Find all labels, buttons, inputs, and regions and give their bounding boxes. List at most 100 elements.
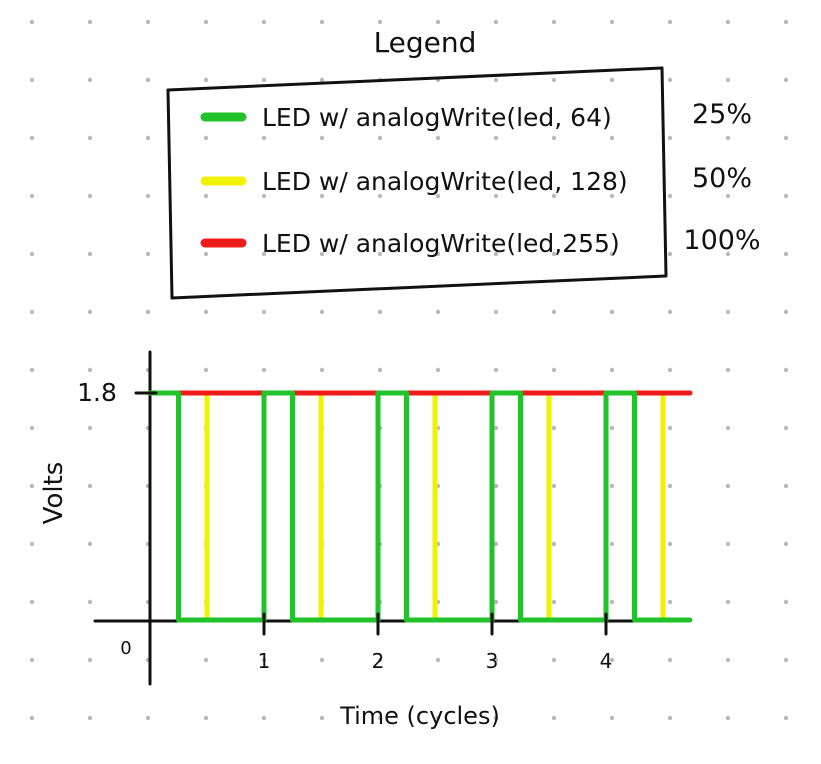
grid-dot (551, 19, 557, 25)
grid-dot (319, 251, 325, 257)
grid-dot (551, 193, 557, 199)
grid-dot (435, 19, 441, 25)
grid-dot (493, 19, 499, 25)
grid-dot (203, 251, 209, 257)
grid-dot (319, 715, 325, 721)
grid-dot (261, 657, 267, 663)
grid-dot (29, 19, 35, 25)
grid-dot (377, 367, 383, 373)
grid-dot (261, 193, 267, 199)
grid-dot (87, 309, 93, 315)
grid-dot (87, 77, 93, 83)
grid-dot (435, 715, 441, 721)
grid-dot (145, 309, 151, 315)
grid-dot (29, 135, 35, 141)
grid-dot (667, 483, 673, 489)
legend-box (166, 66, 668, 300)
origin-label: 0 (120, 638, 131, 659)
grid-dot (725, 599, 731, 605)
grid-dot (435, 193, 441, 199)
grid-dot (435, 657, 441, 663)
grid-dot (725, 77, 731, 83)
grid-dot (87, 657, 93, 663)
grid-dot (203, 19, 209, 25)
grid-dot (29, 425, 35, 431)
grid-dot (261, 19, 267, 25)
grid-dot (667, 19, 673, 25)
grid-dot (377, 309, 383, 315)
grid-dot (551, 483, 557, 489)
grid-dot (29, 367, 35, 373)
grid-dot (783, 657, 789, 663)
grid-dot (493, 367, 499, 373)
grid-dot (203, 367, 209, 373)
grid-dot (667, 599, 673, 605)
grid-dot (261, 715, 267, 721)
grid-dot (87, 599, 93, 605)
grid-dot (435, 309, 441, 315)
grid-dot (609, 77, 615, 83)
grid-dot (783, 135, 789, 141)
grid-dot (29, 251, 35, 257)
grid-dot (609, 19, 615, 25)
grid-dot (493, 483, 499, 489)
grid-dot (377, 193, 383, 199)
grid-dot (493, 135, 499, 141)
grid-dot (261, 135, 267, 141)
legend-entry-percent: 25% (692, 99, 752, 130)
grid-dot (609, 541, 615, 547)
legend-title: Legend (374, 26, 477, 59)
grid-dot (319, 19, 325, 25)
grid-dot (261, 251, 267, 257)
grid-dot (783, 251, 789, 257)
grid-dot (667, 193, 673, 199)
grid-dot (551, 657, 557, 663)
grid-dot (609, 599, 615, 605)
grid-dot (609, 193, 615, 199)
grid-dot (145, 77, 151, 83)
grid-dot (29, 193, 35, 199)
grid-dot (783, 19, 789, 25)
grid-dot (203, 135, 209, 141)
grid-dot (725, 715, 731, 721)
grid-dot (493, 425, 499, 431)
grid-dot (261, 77, 267, 83)
grid-dot (29, 541, 35, 547)
grid-dot (783, 193, 789, 199)
grid-dot (435, 367, 441, 373)
legend-entry-percent: 50% (692, 163, 752, 194)
grid-dot (725, 425, 731, 431)
legend-entries: LED w/ analogWrite(led, 64) 25% LED w/ ana… (200, 99, 761, 258)
grid-dot (493, 251, 499, 257)
y-axis-title: Volts (39, 462, 69, 525)
grid-dot (29, 483, 35, 489)
legend-entry-label: LED w/ analogWrite(led,255) (262, 229, 620, 258)
grid-dot (435, 251, 441, 257)
grid-dot (783, 77, 789, 83)
grid-dot (145, 135, 151, 141)
grid-dot (783, 541, 789, 547)
grid-dot (203, 309, 209, 315)
grid-dot (319, 193, 325, 199)
grid-dot (377, 715, 383, 721)
grid-dot (203, 715, 209, 721)
grid-dot (551, 541, 557, 547)
grid-dot (725, 367, 731, 373)
grid-dot (145, 715, 151, 721)
grid-dot (783, 367, 789, 373)
grid-dot (377, 251, 383, 257)
grid-dot (493, 715, 499, 721)
x-tick-label: 4 (600, 649, 613, 673)
grid-dot (609, 309, 615, 315)
grid-dot (493, 77, 499, 83)
grid-dot (667, 135, 673, 141)
grid-dot (493, 599, 499, 605)
grid-dot (551, 599, 557, 605)
grid-dot (551, 135, 557, 141)
grid-dot (783, 425, 789, 431)
grid-dot (609, 135, 615, 141)
grid-dot (667, 77, 673, 83)
y-tick-label: 1.8 (77, 378, 117, 407)
grid-dot (667, 251, 673, 257)
grid-dot (87, 19, 93, 25)
